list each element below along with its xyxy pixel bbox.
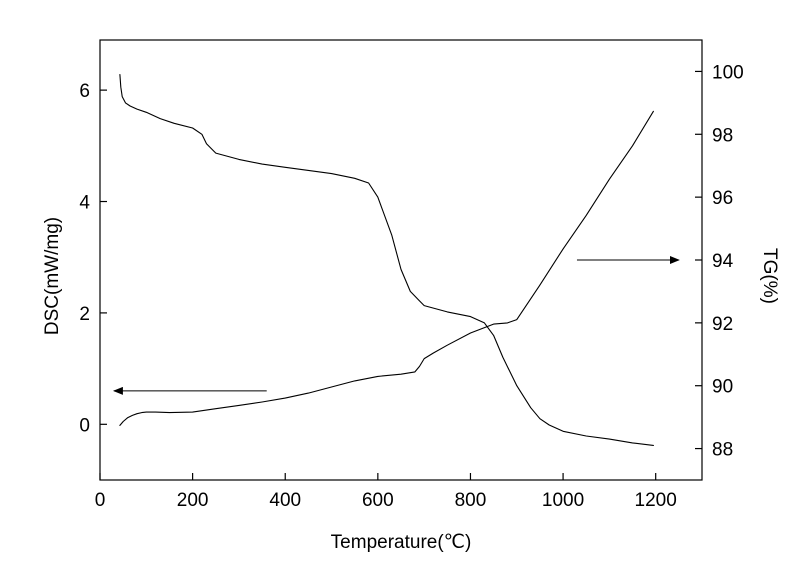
dsc-curve [119,110,654,426]
x-tick-label: 600 [362,490,394,511]
y-right-axis-title: TG(%) [759,248,780,304]
y-right-tick-label: 92 [712,314,733,335]
annotation-layer [112,256,680,395]
y-left-tick-label: 0 [79,415,90,436]
y-right-tick-label: 98 [712,125,733,146]
ticks-layer: 0 200 400 600 800 1000 1200 0 2 4 6 88 90 92 94 96 98 100 [79,62,743,511]
y-right-tick-label: 96 [712,188,733,209]
x-tick-label: 1200 [635,490,677,511]
y-left-tick-label: 6 [79,81,90,102]
x-tick-label: 200 [177,490,209,511]
y-right-tick-label: 100 [712,62,744,83]
y-right-tick-label: 90 [712,377,733,398]
x-tick-label: 400 [269,490,301,511]
x-tick-label: 1000 [542,490,584,511]
x-tick-label: 800 [455,490,487,511]
series-layer [119,74,654,446]
y-left-tick-label: 2 [79,304,90,325]
tg-curve [119,74,654,446]
x-axis-title: Temperature(℃) [331,532,472,553]
y-left-axis-title: DSC(mW/mg) [42,217,63,335]
x-tick-label: 0 [95,490,106,511]
y-left-tick-label: 4 [79,193,90,214]
y-right-tick-label: 88 [712,440,733,461]
y-right-tick-label: 94 [712,251,734,272]
